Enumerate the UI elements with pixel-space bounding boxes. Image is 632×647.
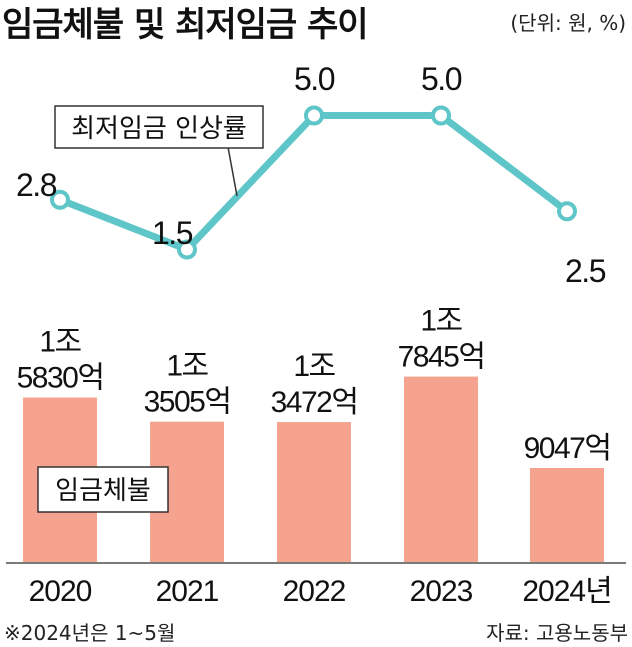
line-value-labels: 2.8 1.5 5.0 5.0 2.5 [16, 61, 607, 289]
x-tick-label: 2021 [156, 575, 219, 608]
line-legend-leader [227, 146, 238, 197]
line-legend-box [54, 105, 264, 149]
rate-value-label: 5.0 [421, 61, 462, 97]
rate-value-label: 1.5 [152, 215, 193, 251]
rate-value-label: 2.5 [565, 253, 606, 289]
line-legend: 최저임금 인상률 [54, 105, 264, 197]
bar-value-label: 1조 [420, 305, 462, 338]
bar-2024년 [530, 468, 604, 562]
rate-point-2024년 [557, 201, 577, 222]
bar-value-label: 1조 [39, 326, 81, 359]
bar-series [23, 376, 604, 562]
x-tick-label: 2022 [283, 575, 346, 608]
bar-value-label: 7845억 [398, 341, 485, 374]
line-legend-label: 최저임금 인상률 [71, 114, 247, 144]
bar-value-label: 3505억 [144, 386, 231, 419]
bar-value-label: 1조 [166, 350, 208, 383]
rate-value-label: 5.0 [294, 61, 335, 97]
rate-point-2022 [304, 105, 324, 126]
rate-value-label: 2.8 [16, 167, 57, 203]
bar-value-label: 9047억 [524, 432, 611, 465]
rate-point-2020 [50, 189, 70, 210]
line-series [50, 105, 577, 260]
bar-2023 [404, 376, 478, 562]
bar-legend-label: 임금체불 [55, 476, 151, 506]
x-tick-label: 2023 [410, 575, 473, 608]
bar-value-label: 3472억 [271, 386, 358, 419]
rate-point-2023 [431, 105, 451, 126]
source-label: 자료: 고용노동부 [486, 621, 628, 645]
unit-label: (단위: 원, %) [510, 11, 626, 35]
bar-2022 [277, 422, 351, 562]
x-tick-labels: 2020 2021 2022 2023 2024년 [29, 575, 613, 608]
bar-value-label: 1조 [293, 350, 335, 383]
bar-legend-box [37, 466, 169, 513]
rate-point-2021 [177, 239, 197, 260]
bar-value-label: 5830억 [17, 362, 104, 395]
x-tick-label: 2024년 [522, 575, 611, 608]
footnote: ※2024년은 1~5월 [4, 621, 175, 645]
x-tick-label: 2020 [29, 575, 92, 608]
chart-title: 임금체불 및 최저임금 추이 [2, 5, 368, 45]
bar-legend: 임금체불 [37, 466, 169, 513]
